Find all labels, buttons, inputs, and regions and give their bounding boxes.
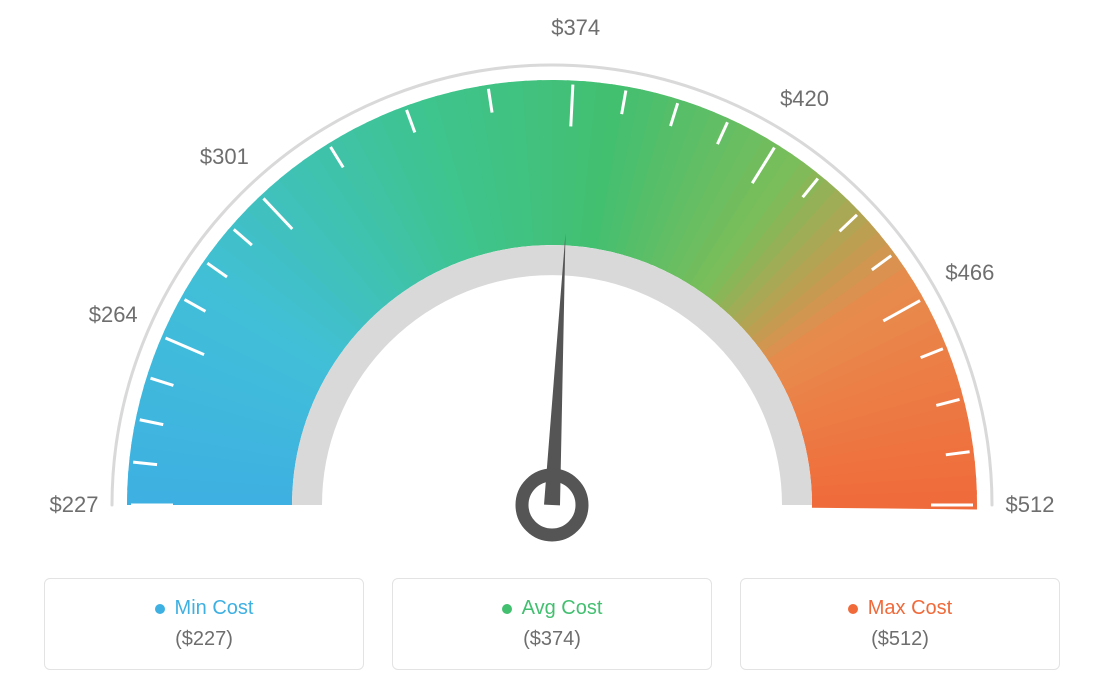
gauge-svg bbox=[0, 0, 1104, 560]
legend-card-min: Min Cost ($227) bbox=[44, 578, 364, 670]
legend-value-max: ($512) bbox=[871, 628, 929, 651]
gauge-tick-label: $512 bbox=[1006, 492, 1055, 518]
legend-label-avg: Avg Cost bbox=[522, 597, 603, 620]
legend-title-avg: Avg Cost bbox=[502, 597, 603, 620]
legend-value-min: ($227) bbox=[175, 628, 233, 651]
gauge-tick-label: $466 bbox=[945, 260, 994, 286]
legend-label-max: Max Cost bbox=[868, 597, 952, 620]
legend-title-max: Max Cost bbox=[848, 597, 952, 620]
gauge-tick-label: $301 bbox=[200, 144, 249, 170]
gauge-tick-label: $420 bbox=[780, 86, 829, 112]
legend-row: Min Cost ($227) Avg Cost ($374) Max Cost… bbox=[0, 578, 1104, 670]
legend-card-avg: Avg Cost ($374) bbox=[392, 578, 712, 670]
legend-dot-min bbox=[155, 604, 165, 614]
legend-value-avg: ($374) bbox=[523, 628, 581, 651]
legend-label-min: Min Cost bbox=[175, 597, 254, 620]
legend-title-min: Min Cost bbox=[155, 597, 254, 620]
gauge-tick-label: $374 bbox=[551, 15, 600, 41]
cost-gauge: $227 $264 $301 $374 $420 $466 $512 bbox=[0, 0, 1104, 560]
gauge-tick-label: $227 bbox=[50, 492, 99, 518]
legend-dot-avg bbox=[502, 604, 512, 614]
legend-card-max: Max Cost ($512) bbox=[740, 578, 1060, 670]
legend-dot-max bbox=[848, 604, 858, 614]
gauge-tick-label: $264 bbox=[89, 302, 138, 328]
